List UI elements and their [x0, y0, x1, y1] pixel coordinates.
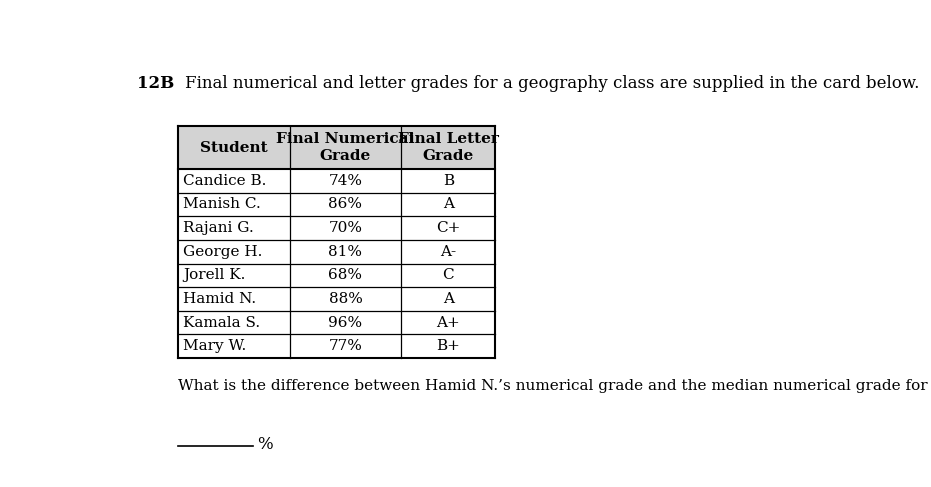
- Text: Final Letter
Grade: Final Letter Grade: [398, 132, 499, 163]
- Text: B: B: [443, 174, 453, 188]
- Text: Jorell K.: Jorell K.: [182, 268, 245, 282]
- Text: Kamala S.: Kamala S.: [182, 316, 260, 330]
- Text: C+: C+: [436, 221, 461, 235]
- Text: 12B: 12B: [137, 75, 174, 93]
- Text: What is the difference between Hamid N.’s numerical grade and the median numeric: What is the difference between Hamid N.’…: [178, 379, 931, 393]
- Text: A: A: [443, 198, 453, 211]
- Text: 86%: 86%: [329, 198, 362, 211]
- Text: 96%: 96%: [329, 316, 362, 330]
- Text: George H.: George H.: [182, 245, 263, 259]
- Text: 74%: 74%: [329, 174, 362, 188]
- Text: C: C: [442, 268, 454, 282]
- Text: Student: Student: [200, 141, 267, 154]
- Text: A-: A-: [440, 245, 456, 259]
- Text: Hamid N.: Hamid N.: [182, 292, 256, 306]
- Text: 77%: 77%: [329, 339, 362, 353]
- Text: A+: A+: [437, 316, 460, 330]
- Text: %: %: [257, 436, 273, 453]
- Text: 81%: 81%: [329, 245, 362, 259]
- Text: B+: B+: [437, 339, 460, 353]
- Text: Final numerical and letter grades for a geography class are supplied in the card: Final numerical and letter grades for a …: [185, 75, 919, 93]
- Text: Rajani G.: Rajani G.: [182, 221, 253, 235]
- Text: 70%: 70%: [329, 221, 362, 235]
- Text: 88%: 88%: [329, 292, 362, 306]
- Text: 68%: 68%: [329, 268, 362, 282]
- Text: Final Numerical
Grade: Final Numerical Grade: [277, 132, 414, 163]
- Text: A: A: [443, 292, 453, 306]
- Text: Manish C.: Manish C.: [182, 198, 261, 211]
- Text: Candice B.: Candice B.: [182, 174, 266, 188]
- Text: Mary W.: Mary W.: [182, 339, 246, 353]
